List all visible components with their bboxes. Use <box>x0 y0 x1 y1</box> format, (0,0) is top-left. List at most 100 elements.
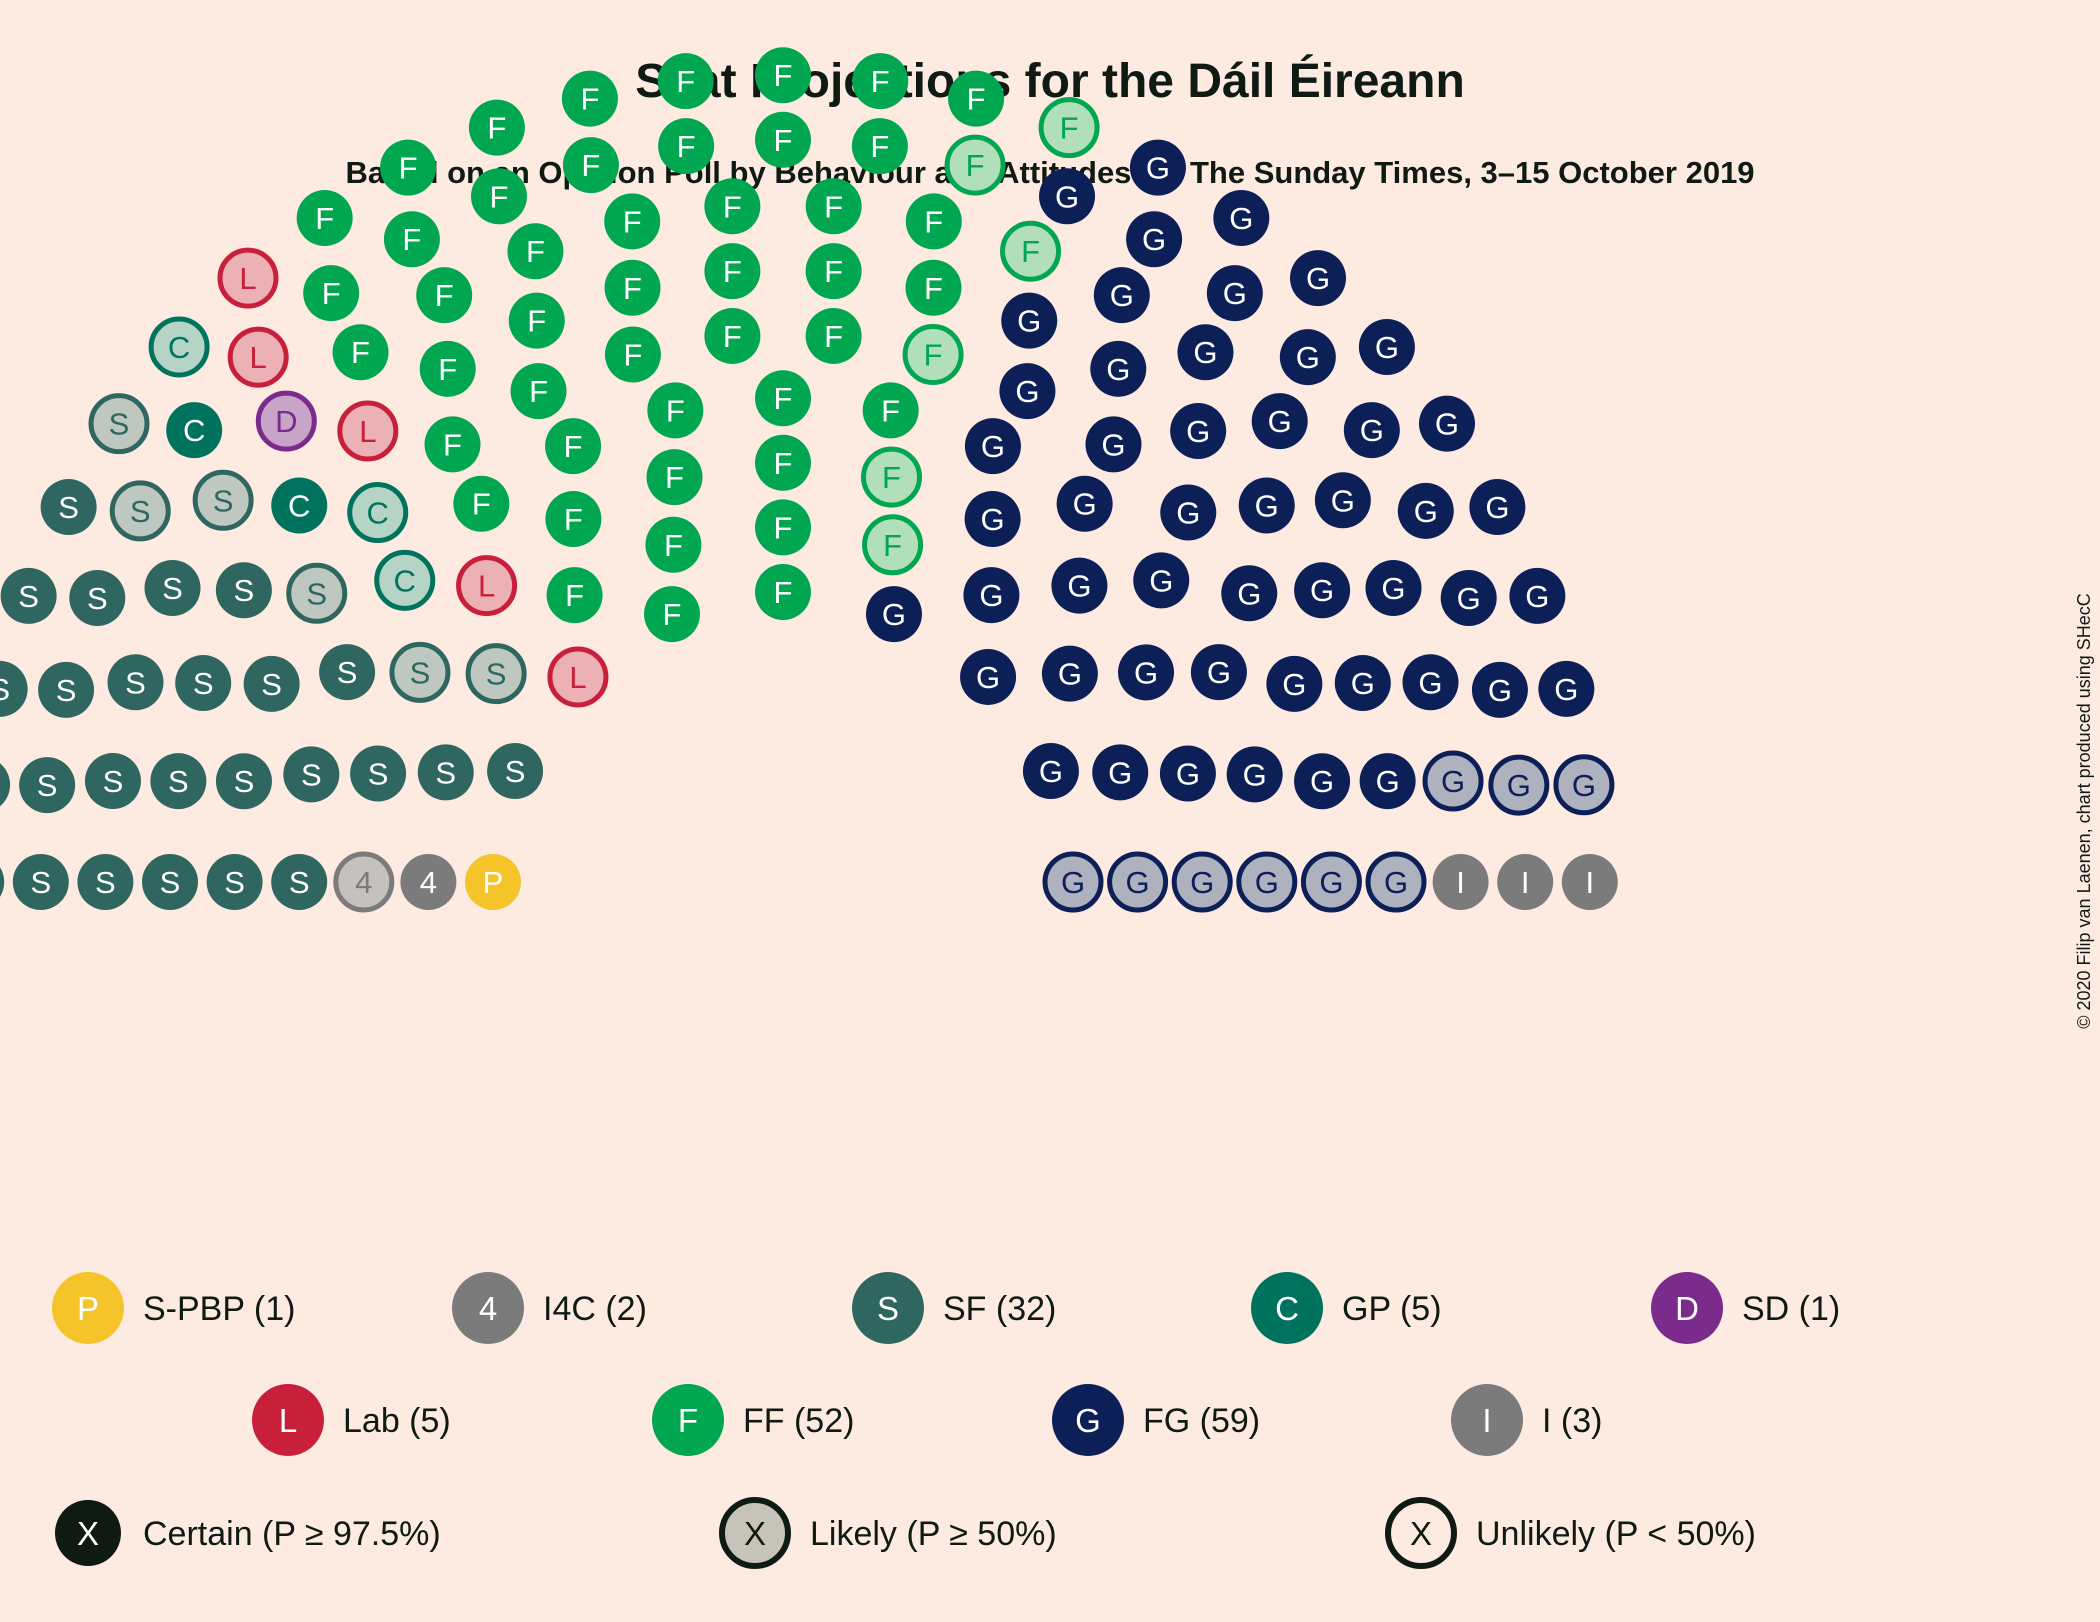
svg-text:F: F <box>443 427 462 462</box>
seat-ff-likely: F <box>1000 220 1062 282</box>
seat-ff-certain: F <box>416 267 473 324</box>
chart-credit: © 2020 Filip van Laenen, chart produced … <box>2074 593 2094 1029</box>
seat-ff-certain: F <box>646 449 703 506</box>
svg-text:F: F <box>564 502 583 537</box>
seat-fg-certain: G <box>1538 660 1595 717</box>
seat-fg-certain: G <box>1001 292 1058 349</box>
svg-text:P: P <box>483 865 504 900</box>
svg-text:G: G <box>1186 414 1210 449</box>
svg-text:I4C (2): I4C (2) <box>543 1290 647 1328</box>
seat-ff-certain: F <box>644 586 701 643</box>
seat-ff-certain: F <box>303 265 360 322</box>
svg-text:G: G <box>1075 1402 1101 1439</box>
seat-ff-certain: F <box>604 259 661 316</box>
svg-text:F: F <box>351 335 370 370</box>
svg-text:S: S <box>289 865 310 900</box>
seat-ff-certain: F <box>905 259 962 316</box>
svg-text:F: F <box>774 510 793 545</box>
svg-text:S: S <box>160 865 181 900</box>
svg-text:C: C <box>183 413 205 448</box>
seat-sf-certain: S <box>319 644 376 701</box>
seat-fg-likely: G <box>1488 754 1550 816</box>
seat-ff-certain: F <box>755 47 811 104</box>
svg-text:G: G <box>1017 304 1041 339</box>
seat-fg-likely: G <box>1365 851 1427 913</box>
seat-i4c-likely: 4 <box>333 851 395 913</box>
seat-sf-certain: S <box>77 854 134 910</box>
seat-i-certain: I <box>1432 854 1489 910</box>
seat-sf-certain: S <box>12 854 69 910</box>
seat-fg-likely: G <box>1553 754 1615 816</box>
svg-text:G: G <box>1243 757 1267 792</box>
seat-sf-likely: S <box>109 480 171 542</box>
seat-fg-certain: G <box>1093 267 1150 324</box>
seat-sf-certain: S <box>417 744 474 801</box>
seat-sf-likely: S <box>465 643 527 705</box>
svg-text:F: F <box>527 304 546 339</box>
svg-text:F: F <box>580 82 599 117</box>
svg-text:P: P <box>77 1290 99 1327</box>
svg-text:F: F <box>824 189 843 224</box>
svg-text:G: G <box>1142 222 1166 257</box>
seat-ff-certain: F <box>905 193 962 250</box>
seat-gp-likely: C <box>148 316 210 378</box>
seat-fg-certain: G <box>1471 661 1528 718</box>
seat-ff-certain: F <box>755 499 811 556</box>
legend-item-s: S SF (32) <box>852 1272 1056 1344</box>
seat-ff-likely: F <box>944 134 1006 196</box>
svg-text:G: G <box>1015 374 1039 409</box>
svg-text:G: G <box>1176 496 1200 531</box>
svg-text:S: S <box>877 1290 899 1327</box>
svg-text:G: G <box>1176 757 1200 792</box>
svg-text:F: F <box>402 222 421 257</box>
svg-text:G: G <box>1149 563 1173 598</box>
seat-gp-certain: C <box>166 402 223 459</box>
svg-text:S: S <box>435 755 456 790</box>
seat-ff-certain: F <box>755 370 811 427</box>
seat-group: P44SSSSSSSSSSSSSSSSSSSSSSSSSSSSSSSSCCCCC… <box>0 47 1618 913</box>
seat-i-certain: I <box>1497 854 1554 910</box>
svg-text:I: I <box>1456 865 1465 900</box>
seat-ff-certain: F <box>805 307 862 364</box>
svg-text:F: F <box>564 429 583 464</box>
seat-ff-certain: F <box>383 211 440 268</box>
svg-text:G: G <box>1108 755 1132 790</box>
svg-text:F: F <box>678 1402 698 1439</box>
svg-text:Unlikely (P < 50%): Unlikely (P < 50%) <box>1476 1515 1756 1553</box>
seat-sd-likely: D <box>255 390 317 452</box>
svg-text:S: S <box>301 757 322 792</box>
svg-text:Likely (P ≥ 50%): Likely (P ≥ 50%) <box>810 1515 1057 1553</box>
svg-text:G: G <box>1384 865 1408 900</box>
seat-fg-certain: G <box>1170 403 1227 460</box>
seat-ff-certain: F <box>862 382 919 439</box>
svg-text:G: G <box>1106 352 1130 387</box>
seat-sf-certain: S <box>150 753 207 810</box>
seat-sf-certain: S <box>0 867 5 897</box>
seat-fg-certain: G <box>1090 340 1147 397</box>
svg-text:F: F <box>774 575 793 610</box>
svg-text:S: S <box>306 576 327 611</box>
seat-sf-certain: S <box>350 745 407 802</box>
svg-text:G: G <box>1375 330 1399 365</box>
seat-sf-certain: S <box>206 854 263 910</box>
seat-fg-certain: G <box>964 418 1021 475</box>
svg-text:S: S <box>193 666 214 701</box>
seat-ff-certain: F <box>510 363 567 420</box>
svg-text:F: F <box>824 319 843 354</box>
svg-text:X: X <box>77 1515 99 1552</box>
svg-text:S: S <box>125 665 146 700</box>
svg-text:G: G <box>1360 413 1384 448</box>
svg-text:F: F <box>435 278 454 313</box>
svg-text:G: G <box>1055 179 1079 214</box>
seat-fg-certain: G <box>964 490 1021 547</box>
svg-text:S: S <box>109 407 130 442</box>
seat-fg-likely: G <box>1236 851 1298 913</box>
seat-ff-certain: F <box>562 137 619 194</box>
svg-text:S: S <box>95 865 116 900</box>
seat-fg-certain: G <box>1294 562 1351 619</box>
legend-item-g: G FG (59) <box>1052 1384 1260 1456</box>
legend-item-l: L Lab (5) <box>252 1384 451 1456</box>
svg-text:F: F <box>676 64 695 99</box>
seat-lab-likely: L <box>337 400 399 462</box>
